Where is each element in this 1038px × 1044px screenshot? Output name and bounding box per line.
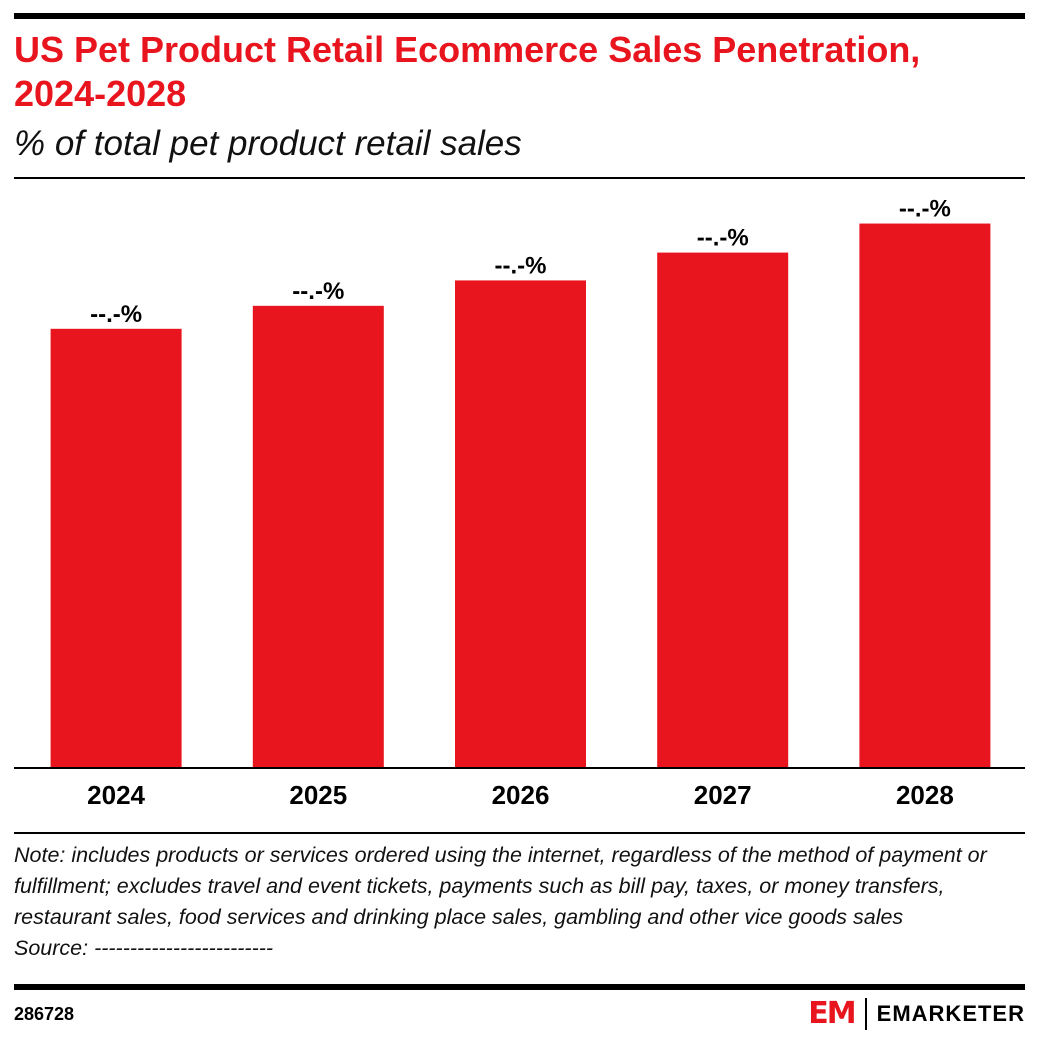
chart-subtitle: % of total pet product retail sales	[14, 124, 522, 163]
logo-mark: EM	[808, 996, 856, 1031]
bar-chart: --.-% 2024 --.-% 2025 --.-% 2026 --.-% 2027 --.-…	[14, 196, 1025, 810]
chart-id: 286728	[14, 1004, 75, 1024]
note-text: Note: includes products or services orde…	[14, 843, 987, 929]
data-label-2028: --.-%	[899, 196, 951, 223]
bar-2025	[252, 305, 384, 768]
source-text: Source: -------------------------	[14, 936, 274, 960]
bar-2027	[657, 252, 789, 768]
x-tick-2028: 2028	[896, 780, 954, 810]
data-label-2024: --.-%	[90, 301, 142, 328]
logo-text: EMARKETER	[876, 1000, 1025, 1026]
x-tick-2027: 2027	[694, 780, 752, 810]
x-tick-2025: 2025	[289, 780, 347, 810]
data-label-2025: --.-%	[292, 278, 344, 305]
bar-2026	[455, 280, 586, 768]
x-tick-2024: 2024	[87, 780, 145, 810]
note-block: Note: includes products or services orde…	[14, 840, 1024, 964]
emarketer-logo: EM EMARKETER	[808, 996, 1025, 1031]
chart-title: US Pet Product Retail Ecommerce Sales Pe…	[14, 29, 921, 114]
bottom-rule	[14, 984, 1025, 990]
data-label-2026: --.-%	[495, 252, 547, 279]
top-rule	[14, 13, 1025, 19]
bar-2028	[859, 223, 991, 769]
data-label-2027: --.-%	[697, 225, 749, 252]
x-tick-2026: 2026	[492, 780, 550, 810]
bar-2024	[50, 328, 182, 768]
note-rule	[14, 832, 1025, 834]
header-rule	[14, 177, 1025, 179]
logo-divider	[864, 997, 867, 1030]
